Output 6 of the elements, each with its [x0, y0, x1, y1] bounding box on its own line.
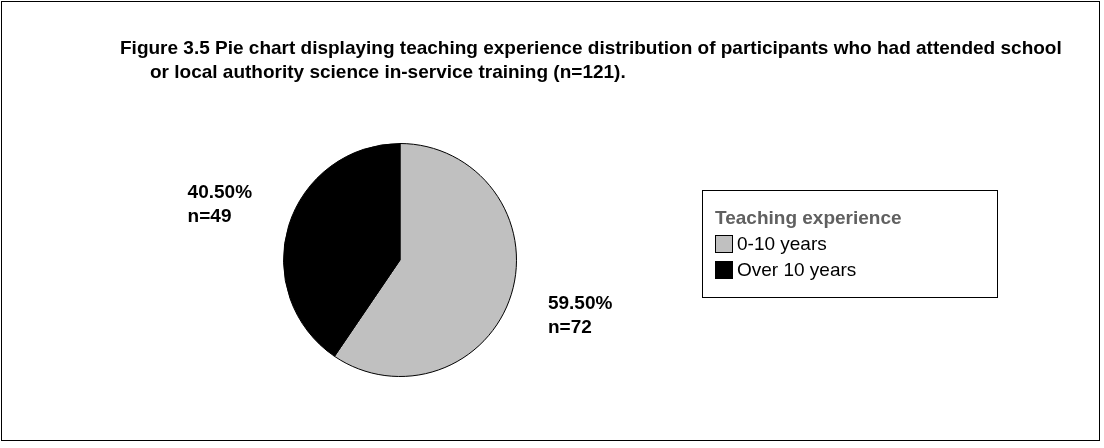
data-label: 40.50% n=49 [187, 180, 253, 226]
chart-title: Figure 3.5 Pie chart displaying teaching experience distribution of participants who had attended school or local authority science in-service training (n=121). [120, 36, 1063, 84]
legend-label: 0-10 years [737, 233, 827, 255]
legend-label: Over 10 years [737, 259, 857, 281]
legend-title: Teaching experience [715, 207, 903, 229]
data-label: 59.50% n=72 [547, 291, 613, 337]
